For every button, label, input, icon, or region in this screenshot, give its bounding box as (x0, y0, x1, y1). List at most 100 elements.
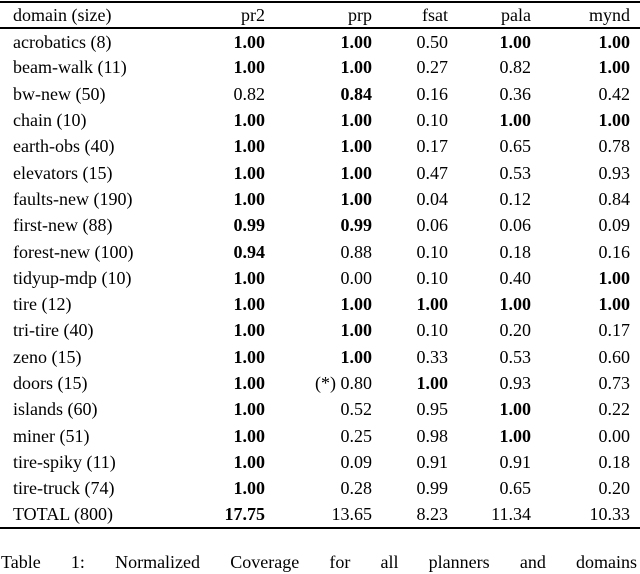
col-header-pr2: pr2 (241, 5, 265, 25)
table-row: acrobatics (8) 1.00 1.00 0.50 1.00 1.00 (0, 28, 640, 54)
table-row: tire-truck (74) 1.00 0.28 0.99 0.65 0.20 (0, 475, 640, 501)
value-cell: 0.09 (340, 451, 373, 472)
total-row: TOTAL (800) 17.75 13.65 8.23 11.34 10.33 (0, 501, 640, 527)
value-cell: 1.00 (233, 346, 266, 367)
table-row: zeno (15) 1.00 1.00 0.33 0.53 0.60 (0, 344, 640, 370)
domain-cell: doors (15) (13, 373, 88, 393)
value-cell: 0.10 (416, 320, 449, 341)
value-cell: 1.00 (233, 110, 266, 131)
value-cell: 1.00 (499, 399, 532, 420)
value-cell: 0.00 (340, 267, 373, 288)
value-cell: 0.27 (416, 57, 449, 78)
value-cell: 1.00 (233, 425, 266, 446)
domain-cell: acrobatics (8) (13, 31, 112, 52)
table-body: acrobatics (8) 1.00 1.00 0.50 1.00 1.00 beam-w… (0, 28, 640, 528)
value-cell: 0.82 (233, 83, 266, 104)
value-cell: 0.16 (416, 83, 449, 104)
value-cell: 8.23 (416, 503, 449, 524)
value-cell: 0.52 (340, 399, 373, 420)
value-cell: 1.00 (598, 110, 631, 131)
value-cell: 1.00 (340, 294, 373, 315)
domain-cell: elevators (15) (13, 162, 113, 183)
value-cell: 1.00 (340, 57, 373, 78)
value-cell: 1.00 (598, 31, 631, 52)
value-cell: 1.00 (233, 267, 266, 288)
table-row: tire-spiky (11) 1.00 0.09 0.91 0.91 0.18 (0, 449, 640, 475)
value-cell: 1.00 (598, 57, 631, 78)
value-cell: 0.99 (340, 215, 373, 236)
domain-cell: beam-walk (11) (13, 57, 127, 78)
value-cell: 0.18 (499, 241, 532, 262)
domain-cell: miner (51) (13, 425, 90, 446)
col-header-domain: domain (size) (13, 5, 112, 25)
domain-cell: earth-obs (40) (13, 136, 115, 157)
domain-cell: faults-new (190) (13, 188, 133, 209)
value-cell: 0.04 (416, 188, 449, 209)
value-cell: 0.09 (598, 215, 631, 236)
value-cell: 1.00 (499, 110, 532, 131)
value-cell: 0.20 (499, 320, 532, 341)
value-cell: 0.20 (598, 478, 631, 499)
domain-cell: forest-new (100) (13, 241, 134, 262)
table-header: domain (size) pr2 prp fsat pala mynd (0, 2, 640, 28)
value-cell: 0.82 (499, 57, 532, 78)
col-header-prp: prp (348, 5, 372, 25)
value-cell: 1.00 (340, 31, 373, 52)
value-cell: 1.00 (233, 136, 266, 157)
value-cell: 0.06 (416, 215, 449, 236)
domain-cell: tidyup-mdp (10) (13, 267, 132, 288)
value-cell: 0.84 (598, 188, 631, 209)
value-cell: 1.00 (233, 31, 266, 52)
value-cell: 1.00 (233, 188, 266, 209)
value-cell: 0.95 (416, 399, 449, 420)
domain-cell: TOTAL (800) (13, 503, 114, 524)
value-cell: 17.75 (224, 503, 266, 524)
value-cell: 0.84 (340, 83, 373, 104)
value-cell: 0.98 (416, 425, 449, 446)
value-cell: 1.00 (233, 451, 266, 472)
value-cell: 1.00 (233, 162, 266, 183)
value-cell: 1.00 (233, 399, 266, 420)
table-row: tire (12) 1.00 1.00 1.00 1.00 1.00 (0, 291, 640, 317)
value-cell: 1.00 (340, 188, 373, 209)
value-cell: 1.00 (233, 478, 266, 499)
value-cell: 1.00 (233, 320, 266, 341)
value-cell: 1.00 (598, 294, 631, 315)
value-cell: 0.88 (340, 241, 373, 262)
value-cell: 1.00 (340, 320, 373, 341)
value-cell: 0.93 (598, 162, 631, 183)
table-row: faults-new (190) 1.00 1.00 0.04 0.12 0.84 (0, 186, 640, 212)
value-cell: 1.00 (499, 294, 532, 315)
value-cell: 0.06 (499, 215, 532, 236)
table-row: bw-new (50) 0.82 0.84 0.16 0.36 0.42 (0, 81, 640, 107)
domain-cell: tire-spiky (11) (13, 451, 116, 472)
value-cell: 0.99 (416, 478, 449, 499)
value-cell: 0.16 (598, 241, 631, 262)
value-cell: 0.10 (416, 267, 449, 288)
value-cell: 0.73 (598, 373, 631, 393)
value-cell: 0.12 (499, 188, 532, 209)
value-cell: 1.00 (499, 425, 532, 446)
value-cell: 0.36 (499, 83, 532, 104)
value-cell: 1.00 (340, 110, 373, 131)
value-cell: 0.00 (598, 425, 631, 446)
value-cell: 10.33 (589, 503, 631, 524)
value-cell: 0.17 (598, 320, 631, 341)
value-cell: 0.53 (499, 346, 532, 367)
table-row: islands (60) 1.00 0.52 0.95 1.00 0.22 (0, 396, 640, 422)
value-cell: 1.00 (598, 267, 631, 288)
table-row: beam-walk (11) 1.00 1.00 0.27 0.82 1.00 (0, 54, 640, 80)
value-cell: 0.22 (598, 399, 631, 420)
value-cell: 1.00 (416, 373, 449, 393)
domain-cell: first-new (88) (13, 215, 113, 236)
value-cell: 0.10 (416, 110, 449, 131)
table-row: tri-tire (40) 1.00 1.00 0.10 0.20 0.17 (0, 317, 640, 343)
domain-cell: chain (10) (13, 110, 87, 131)
domain-cell: islands (60) (13, 399, 98, 420)
value-cell: 0.65 (499, 136, 532, 157)
value-cell: 0.93 (499, 373, 532, 393)
table-row: doors (15) 1.00 (*) 0.80 1.00 0.93 0.73 (0, 370, 640, 396)
value-cell: 0.28 (340, 478, 373, 499)
domain-cell: tire (12) (13, 294, 72, 315)
value-cell: 0.99 (233, 215, 266, 236)
